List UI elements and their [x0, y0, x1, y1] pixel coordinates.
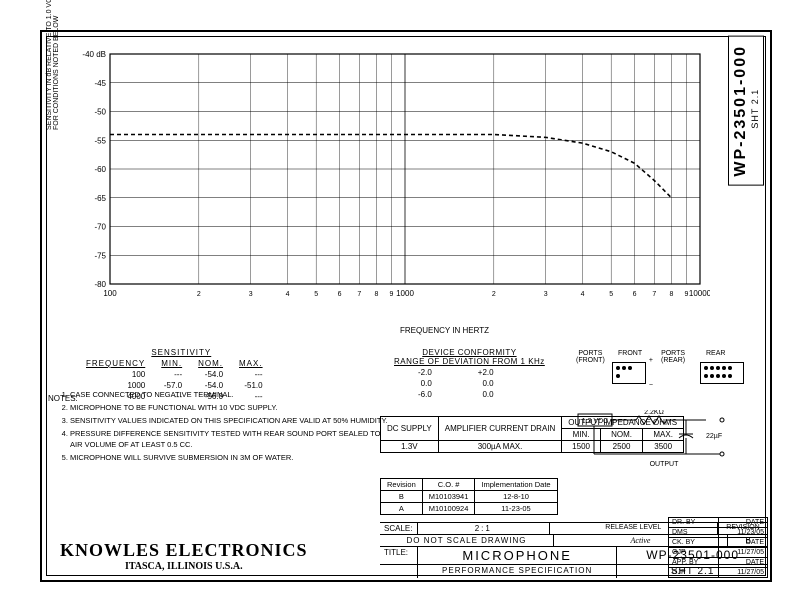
device-conformity-table: DEVICE CONFORMITY RANGE OF DEVIATION FRO…	[394, 348, 545, 401]
x-axis-label: FREQUENCY IN HERTZ	[400, 326, 489, 335]
company-name: KNOWLES ELECTRONICS	[60, 540, 308, 561]
sheet-id: SHT 2.1	[750, 45, 760, 173]
note-item: PRESSURE DIFFERENCE SENSITIVITY TESTED W…	[70, 429, 394, 449]
svg-text:4: 4	[581, 291, 585, 298]
svg-text:-75: -75	[94, 251, 106, 260]
svg-text:-50: -50	[94, 108, 106, 117]
svg-text:100: 100	[103, 289, 117, 298]
dev-hdr1: DEVICE CONFORMITY	[394, 348, 545, 357]
note-item: SENSITIVITY VALUES INDICATED ON THIS SPE…	[70, 416, 394, 426]
sig-row: GJP11/27/05	[668, 548, 768, 558]
frequency-response-chart: -40 dB -45 -50 -55 -60 -65 -70 -75 -80100 1000 100…	[70, 44, 710, 314]
svg-text:OUTPUT: OUTPUT	[650, 461, 680, 468]
svg-text:8: 8	[374, 291, 378, 298]
svg-text:4: 4	[286, 291, 290, 298]
svg-text:5: 5	[609, 291, 613, 298]
sig-row: DMS11/23/05	[668, 528, 768, 538]
vertical-title: WP-23501-000 SHT 2.1	[728, 36, 764, 186]
sig-row: CK. BYDATE	[668, 538, 768, 548]
part-number: WP-23501-000	[732, 45, 749, 177]
svg-text:8: 8	[669, 291, 673, 298]
svg-text:-55: -55	[94, 136, 106, 145]
svg-text:-40 dB: -40 dB	[82, 50, 106, 59]
subtitle: PERFORMANCE SPECIFICATION	[418, 565, 617, 578]
svg-text:-80: -80	[94, 280, 106, 289]
rear-port-icon	[700, 362, 744, 384]
svg-text:3: 3	[249, 291, 253, 298]
svg-text:-65: -65	[94, 194, 106, 203]
company-location: ITASCA, ILLINOIS U.S.A.	[60, 561, 308, 572]
sig-row: GJP11/27/05	[668, 568, 768, 578]
notes-list: CASE CONNECTED TO NEGATIVE TERMINAL. MICR…	[54, 390, 394, 466]
port-diagram: FRONT PORTS (REAR) REAR PORTS (FRONT) +−	[576, 350, 752, 410]
dns: DO NOT SCALE DRAWING	[380, 535, 554, 546]
spec-table: DC SUPPLYAMPLIFIER CURRENT DRAINOUTPUT I…	[380, 416, 684, 453]
company-block: KNOWLES ELECTRONICS ITASCA, ILLINOIS U.S…	[60, 540, 308, 572]
revision-table: RevisionC.O. #Implementation DateBM10103…	[380, 478, 558, 515]
title-label: TITLE:	[380, 547, 418, 564]
scale-label: SCALE:	[380, 523, 418, 534]
svg-text:7: 7	[652, 291, 656, 298]
signature-column: DR. BYDATEDMS11/23/05CK. BYDATEGJP11/27/…	[668, 517, 768, 578]
ports-front-label: PORTS (FRONT)	[576, 350, 605, 364]
note-item: MICROPHONE WILL SURVIVE SUBMERSION IN 3M…	[70, 453, 394, 463]
front-label: FRONT	[618, 350, 642, 357]
y-axis-label: SENSITIVITY IN dB RELATIVE TO 1.0 VOLT/0…	[46, 0, 60, 130]
svg-text:-60: -60	[94, 165, 106, 174]
svg-text:1000: 1000	[396, 289, 414, 298]
svg-text:9: 9	[390, 291, 394, 298]
svg-text:2: 2	[197, 291, 201, 298]
svg-text:7: 7	[357, 291, 361, 298]
svg-text:2: 2	[492, 291, 496, 298]
rear-label: REAR	[706, 350, 725, 357]
scale-value: 2:1	[418, 523, 550, 534]
ports-rear-label: PORTS (REAR)	[661, 350, 685, 364]
svg-text:6: 6	[338, 291, 342, 298]
drawing-title: MICROPHONE	[418, 547, 617, 564]
dev-hdr2: RANGE OF DEVIATION FROM 1 KHz	[394, 357, 545, 366]
note-item: CASE CONNECTED TO NEGATIVE TERMINAL.	[70, 390, 394, 400]
svg-text:5: 5	[314, 291, 318, 298]
svg-text:9: 9	[685, 291, 689, 298]
sig-row: APP. BYDATE	[668, 558, 768, 568]
front-port-icon: +−	[612, 362, 646, 384]
sensitivity-heading: SENSITIVITY	[84, 348, 279, 357]
svg-text:22µF: 22µF	[706, 433, 722, 440]
svg-text:10000: 10000	[689, 289, 710, 298]
note-item: MICROPHONE TO BE FUNCTIONAL WITH 10 VDC …	[70, 403, 394, 413]
sig-row: DR. BYDATE	[668, 517, 768, 528]
svg-text:6: 6	[633, 291, 637, 298]
svg-text:-45: -45	[94, 79, 106, 88]
svg-text:3: 3	[544, 291, 548, 298]
svg-text:-70: -70	[94, 223, 106, 232]
